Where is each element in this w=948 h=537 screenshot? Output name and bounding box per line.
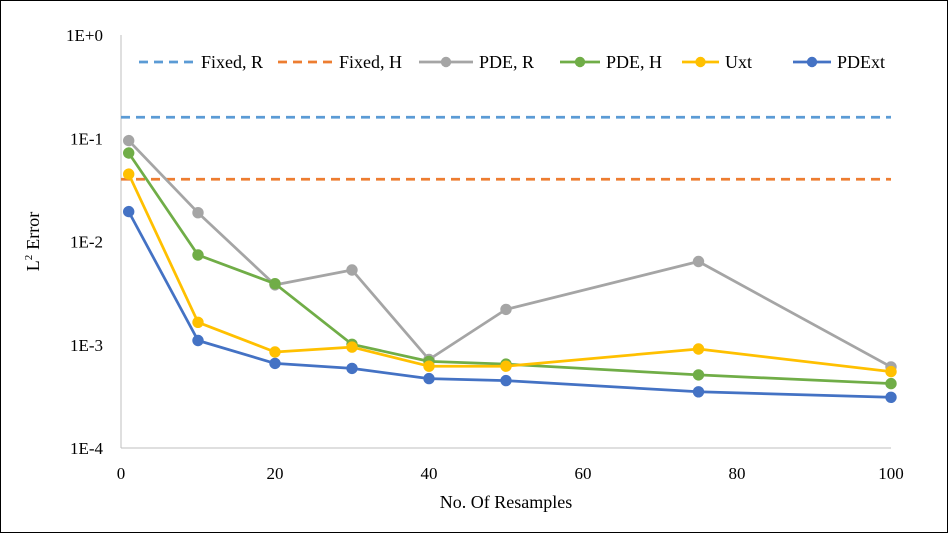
data-point bbox=[423, 360, 435, 372]
series-pdext bbox=[123, 205, 897, 403]
legend-item: PDE, R bbox=[419, 52, 534, 72]
data-point bbox=[692, 369, 705, 381]
legend-label: PDExt bbox=[837, 52, 885, 72]
data-point bbox=[346, 264, 358, 276]
data-point bbox=[885, 391, 897, 403]
legend-label: Fixed, H bbox=[339, 52, 402, 72]
data-point bbox=[269, 278, 281, 290]
data-point bbox=[500, 360, 512, 372]
data-point bbox=[192, 316, 204, 328]
x-tick-labels: 0 20 40 60 80 100 bbox=[117, 464, 904, 483]
y-tick-labels: 1E+0 1E-1 1E-2 1E-3 1E-4 bbox=[66, 26, 103, 458]
x-tick-label: 100 bbox=[878, 464, 904, 483]
legend-marker bbox=[440, 56, 452, 68]
data-point bbox=[123, 168, 135, 180]
series-uxt bbox=[123, 168, 897, 378]
series-line bbox=[127, 152, 892, 385]
legend-marker bbox=[806, 56, 818, 68]
series-pde-r bbox=[123, 134, 897, 373]
legend-label: PDE, R bbox=[479, 52, 534, 72]
x-axis-title: No. Of Resamples bbox=[440, 492, 572, 512]
y-tick-label: 1E+0 bbox=[66, 26, 103, 45]
series-line bbox=[127, 173, 892, 373]
y-axis-title: L2 Error bbox=[23, 212, 43, 271]
legend-label: PDE, H bbox=[606, 52, 662, 72]
data-point bbox=[885, 365, 897, 378]
data-point bbox=[346, 362, 358, 375]
legend-item: Uxt bbox=[682, 52, 752, 72]
data-point bbox=[346, 341, 358, 353]
y-axis-title-text: Error bbox=[23, 212, 43, 250]
x-tick-label: 80 bbox=[729, 464, 746, 483]
series-line bbox=[127, 139, 892, 369]
series-line bbox=[127, 210, 892, 399]
x-tick-label: 20 bbox=[267, 464, 284, 483]
data-point bbox=[885, 377, 897, 390]
legend: Fixed, R Fixed, H PDE, R PDE, H Uxt PDExt bbox=[139, 52, 885, 72]
y-tick-label: 1E-3 bbox=[70, 336, 103, 355]
data-point bbox=[692, 386, 705, 398]
y-axis-title-prefix: L bbox=[23, 260, 43, 271]
data-point bbox=[192, 334, 204, 347]
legend-item: PDExt bbox=[793, 52, 885, 72]
data-point bbox=[500, 374, 512, 387]
data-point bbox=[269, 357, 281, 370]
y-axis-title-superscript: 2 bbox=[23, 255, 35, 261]
data-point bbox=[123, 134, 135, 147]
series-layer bbox=[121, 115, 897, 403]
y-tick-label: 1E-1 bbox=[70, 129, 103, 148]
legend-marker bbox=[574, 56, 586, 68]
x-tick-label: 0 bbox=[117, 464, 126, 483]
data-point bbox=[269, 346, 281, 358]
data-point bbox=[423, 372, 435, 385]
legend-item: Fixed, H bbox=[278, 52, 402, 72]
data-point bbox=[692, 255, 705, 268]
axes bbox=[120, 35, 891, 449]
data-point bbox=[123, 147, 135, 159]
legend-label: Fixed, R bbox=[201, 52, 263, 72]
legend-item: Fixed, R bbox=[139, 52, 263, 72]
legend-item: PDE, H bbox=[560, 52, 662, 72]
x-tick-label: 60 bbox=[575, 464, 592, 483]
legend-label: Uxt bbox=[725, 52, 752, 72]
data-point bbox=[500, 303, 512, 316]
legend-marker bbox=[695, 56, 706, 68]
data-point bbox=[192, 249, 204, 261]
data-point bbox=[123, 205, 135, 218]
x-tick-label: 40 bbox=[421, 464, 438, 483]
y-tick-label: 1E-4 bbox=[70, 439, 104, 458]
data-point bbox=[692, 343, 705, 355]
data-point bbox=[192, 207, 204, 219]
y-tick-label: 1E-2 bbox=[70, 233, 103, 252]
